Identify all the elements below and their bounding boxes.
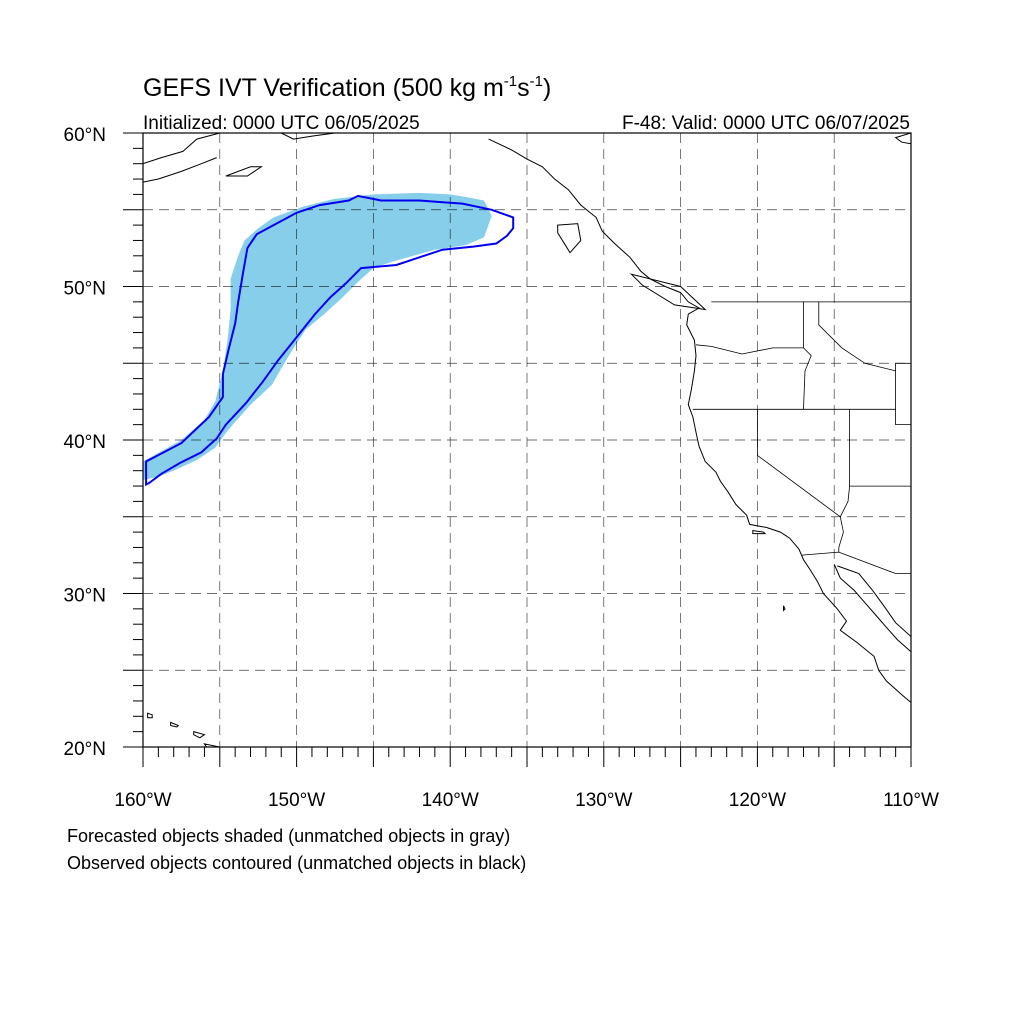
gulf-of-alaska-coast [280,133,336,140]
x-axis-tick-label: 120°W [729,790,786,811]
x-axis-tick-label: 130°W [575,790,632,811]
west-coast-north-america [488,138,911,703]
y-axis-tick-label: 60°N [64,125,106,146]
alaska-peninsula [143,157,217,183]
california-arizona-border [838,516,844,553]
forecast-objects-layer [143,192,492,480]
map-title: GEFS IVT Verification (500 kg m-1s-1) [143,73,551,102]
x-axis-tick-label: 140°W [422,790,479,811]
alaska-coast [143,133,220,165]
kodiak-island [225,166,263,177]
hawaii-oahu [170,721,180,728]
arizona-nevada-border [839,486,850,517]
subtitle-initialized: Initialized: 0000 UTC 06/05/2025 [143,113,420,134]
washington-oregon-border [695,344,804,355]
haida-gwaii [557,223,582,254]
y-axis-tick-label: 40°N [64,432,106,453]
caption-forecast-note: Forecasted objects shaded (unmatched obj… [67,826,510,846]
idaho-montana-border [818,301,896,372]
northeast-corner-coast [894,133,911,145]
guadalupe-island [783,605,786,612]
y-axis-tick-label: 50°N [64,279,106,300]
caption-observed-note: Observed objects contoured (unmatched ob… [67,853,526,873]
california-nevada-border [757,409,841,518]
wyoming-border [895,363,911,426]
vancouver-island [629,273,707,311]
coastline-layer [143,133,911,747]
x-axis-tick-label: 150°W [268,790,325,811]
y-axis-tick-label: 30°N [64,586,106,607]
map-plot-area: 160°W 150°W 140°W 130°W 120°W 110°W 60°N 50°N 40… [64,125,939,811]
lat-lon-grid [143,133,911,747]
axis-tick-labels: 160°W 150°W 140°W 130°W 120°W 110°W 60°N 50°N 40… [64,125,939,811]
us-mexico-border [801,551,911,574]
forecast-ivt-object [143,192,492,480]
mainland-mexico-coast [837,565,911,637]
oregon-idaho-border [803,347,812,410]
axis-ticks [123,132,912,767]
observed-ivt-contour [145,194,515,487]
x-axis-tick-label: 110°W [883,790,939,811]
hawaii-big-island [203,743,221,747]
gulf-of-california-coast [833,564,911,653]
y-axis-tick-label: 20°N [64,739,106,760]
subtitle-valid-time: F-48: Valid: 0000 UTC 06/07/2025 [622,113,910,134]
hawaii-maui [193,730,206,739]
hawaii-kauai [147,712,153,719]
x-axis-tick-label: 160°W [114,790,171,811]
political-borders-layer [692,301,911,574]
observed-objects-layer [145,194,515,487]
channel-islands [752,530,767,535]
